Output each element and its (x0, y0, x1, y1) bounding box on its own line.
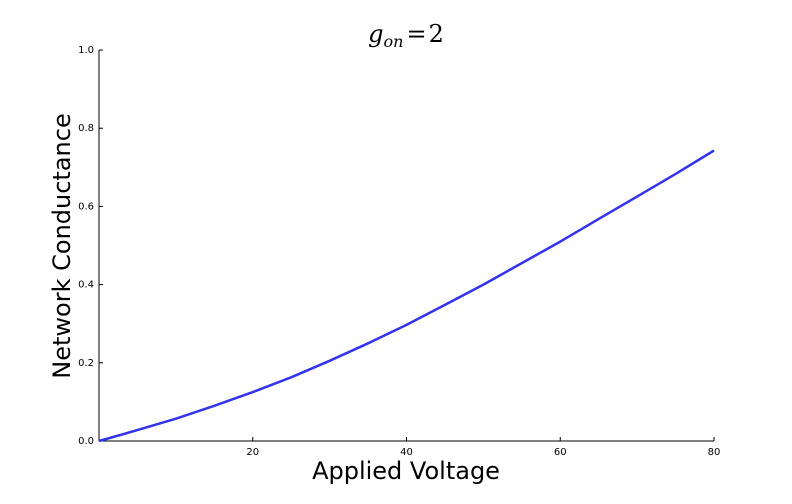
x-tick-label: 60 (554, 447, 567, 458)
title-value: 2 (429, 20, 444, 48)
x-tick-label: 20 (246, 447, 259, 458)
y-axis-label: Network Conductance (48, 113, 76, 378)
x-tick-label: 40 (400, 447, 413, 458)
y-tick-label: 1.0 (78, 45, 94, 56)
title-subscript: on (384, 32, 404, 51)
y-tick-label: 0.0 (78, 436, 94, 447)
y-tick-label: 0.8 (78, 123, 94, 134)
y-tick-label: 0.6 (78, 201, 94, 212)
title-equals: = (406, 20, 426, 48)
x-axis-label: Applied Voltage (312, 457, 500, 485)
y-tick-label: 0.4 (78, 280, 94, 291)
x-tick-label: 80 (708, 447, 721, 458)
y-tick-label: 0.2 (78, 358, 94, 369)
chart-title: gon =2 (368, 20, 444, 51)
series-line (98, 149, 715, 443)
